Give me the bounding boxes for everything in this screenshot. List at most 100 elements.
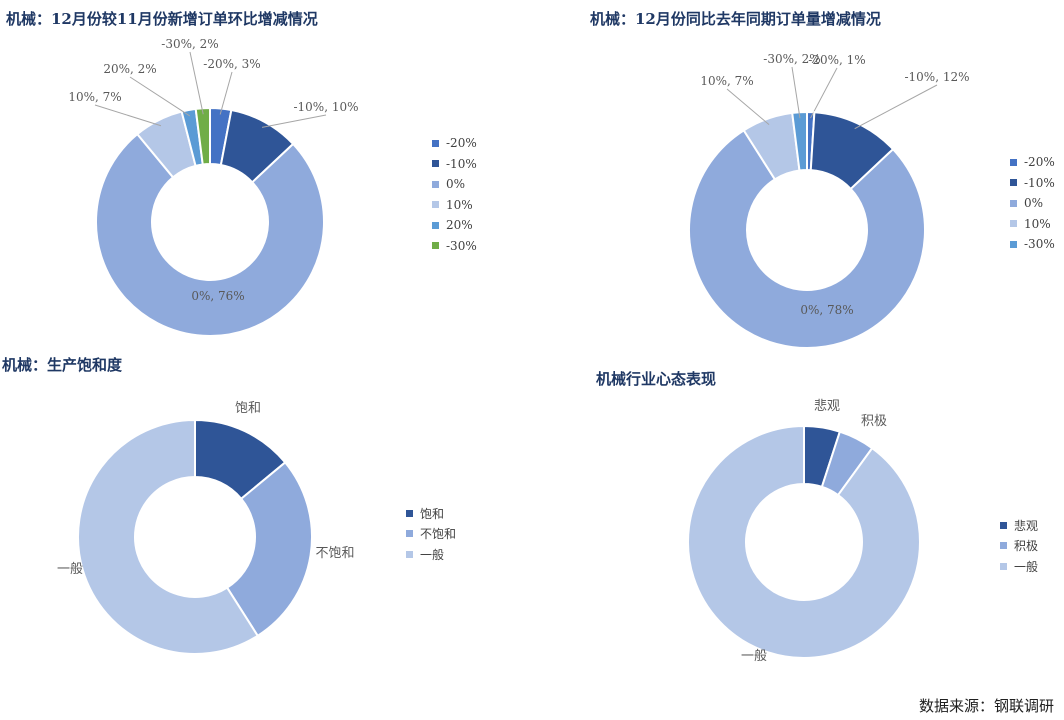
slice-4 [791, 110, 808, 172]
slice-1 [225, 461, 313, 638]
data-label: -20%, 1% [808, 53, 865, 67]
leader-line [129, 76, 191, 117]
chart-saturation: 机械：生产饱和度 饱和 不饱和 一般 饱和 不饱和 一般 [0, 352, 532, 712]
chart-yoy: 机械：12月份同比去年同期订单量增减情况 -20%, 1% -10%, 12% 0%… [532, 0, 1064, 360]
legend-item: 积极 [1000, 536, 1038, 557]
legend-swatch [432, 201, 439, 209]
legend-swatch [1000, 562, 1007, 570]
legend-label: 悲观 [1014, 518, 1039, 533]
legend-label: -30% [1024, 237, 1055, 252]
legend-item: 一般 [406, 544, 456, 565]
data-label: 10%, 7% [700, 74, 753, 88]
legend-swatch [406, 530, 413, 538]
legend-item: -20% [432, 133, 477, 154]
slice-2 [77, 418, 260, 655]
legend-item: 一般 [1000, 556, 1038, 577]
legend-item: 不饱和 [406, 524, 456, 545]
slice-2 [688, 128, 926, 349]
legend-swatch [1000, 542, 1007, 550]
legend-swatch [432, 180, 439, 188]
data-label: 20%, 2% [103, 62, 156, 76]
legend-label: 饱和 [420, 506, 445, 521]
legend-swatch [1010, 158, 1017, 166]
chart-title: 机械行业心态表现 [596, 370, 717, 388]
legend: -20% -10% 0% 10% -30% [1010, 152, 1055, 255]
chart-title: 机械：12月份较11月份新增订单环比增减情况 [6, 10, 318, 28]
legend-label: 10% [446, 197, 473, 212]
legend-swatch [1010, 220, 1017, 228]
legend-item: 悲观 [1000, 515, 1038, 536]
chart-title: 机械：生产饱和度 [2, 356, 123, 374]
legend-item: 饱和 [406, 503, 456, 524]
legend-swatch [1010, 199, 1017, 207]
data-label: -10%, 10% [293, 100, 358, 114]
leader-line [219, 71, 233, 115]
legend-item: 10% [432, 195, 477, 216]
legend-swatch [1000, 521, 1007, 529]
donut-yoy: -20%, 1% -10%, 12% 0%, 78% 10%, 7% -30%, 2% [688, 52, 970, 349]
data-label: 10%, 7% [68, 90, 121, 104]
legend-item: -20% [1010, 152, 1055, 173]
legend-item: -30% [432, 236, 477, 257]
data-label: -20%, 3% [203, 57, 260, 71]
legend-item: 10% [1010, 214, 1055, 235]
legend-swatch [432, 160, 439, 168]
data-label: -30%, 2% [161, 37, 218, 51]
legend-label: -20% [1024, 155, 1055, 170]
legend-swatch [406, 550, 413, 558]
legend-label: 积极 [1014, 539, 1039, 554]
legend-swatch [406, 509, 413, 517]
legend-item: -10% [1010, 173, 1055, 194]
data-label: 不饱和 [315, 546, 354, 561]
data-label: 一般 [57, 561, 83, 577]
legend-swatch [1010, 240, 1017, 248]
data-label: -30%, 2% [763, 52, 820, 66]
legend: 饱和 不饱和 一般 [406, 503, 456, 565]
leader-line [791, 66, 801, 119]
legend-label: 不饱和 [420, 527, 457, 542]
data-label: 0%, 78% [800, 303, 853, 317]
slice-5 [194, 106, 211, 166]
leader-line [726, 88, 770, 126]
legend-item: -10% [432, 154, 477, 175]
leader-line [810, 67, 838, 119]
legend-item: -30% [1010, 234, 1055, 255]
slice-2 [687, 424, 921, 659]
legend-swatch [432, 221, 439, 229]
source-note: 数据来源：钢联调研 [918, 697, 1054, 715]
legend: 悲观 积极 一般 [1000, 515, 1038, 577]
legend-label: -10% [1024, 175, 1055, 190]
data-label: 一般 [741, 648, 767, 664]
slice-2 [95, 132, 325, 337]
legend-item: 0% [432, 174, 477, 195]
chart-title: 机械：12月份同比去年同期订单量增减情况 [590, 10, 881, 28]
legend-item: 0% [1010, 193, 1055, 214]
legend-label: 一般 [420, 547, 445, 562]
donut-mom: -20%, 3% -10%, 10% 0%, 76% 10%, 7% 20%, 2% -3… [68, 37, 359, 337]
data-label: 积极 [861, 414, 887, 429]
legend-label: -20% [446, 136, 477, 151]
legend-label: 一般 [1014, 559, 1039, 574]
legend-swatch [1010, 179, 1017, 187]
data-label: -10%, 12% [904, 70, 969, 84]
legend-label: 20% [446, 218, 473, 233]
leader-line [261, 114, 327, 128]
legend-label: -10% [446, 156, 477, 171]
leader-line [94, 104, 162, 127]
data-label: 饱和 [235, 401, 261, 416]
data-label: 0%, 76% [191, 289, 244, 303]
legend-label: 10% [1024, 216, 1051, 231]
leader-line [189, 51, 204, 115]
legend-label: 0% [446, 177, 466, 192]
leader-line [854, 84, 938, 130]
legend-label: 0% [1024, 196, 1044, 211]
legend-swatch [432, 242, 439, 250]
data-label: 悲观 [814, 398, 840, 414]
legend-label: -30% [446, 238, 477, 253]
legend-item: 20% [432, 215, 477, 236]
chart-sentiment: 机械行业心态表现 悲观 积极 一般 悲观 积极 一般 [532, 360, 1064, 720]
legend-swatch [432, 139, 439, 147]
legend: -20% -10% 0% 10% 20% -30% [432, 133, 477, 256]
